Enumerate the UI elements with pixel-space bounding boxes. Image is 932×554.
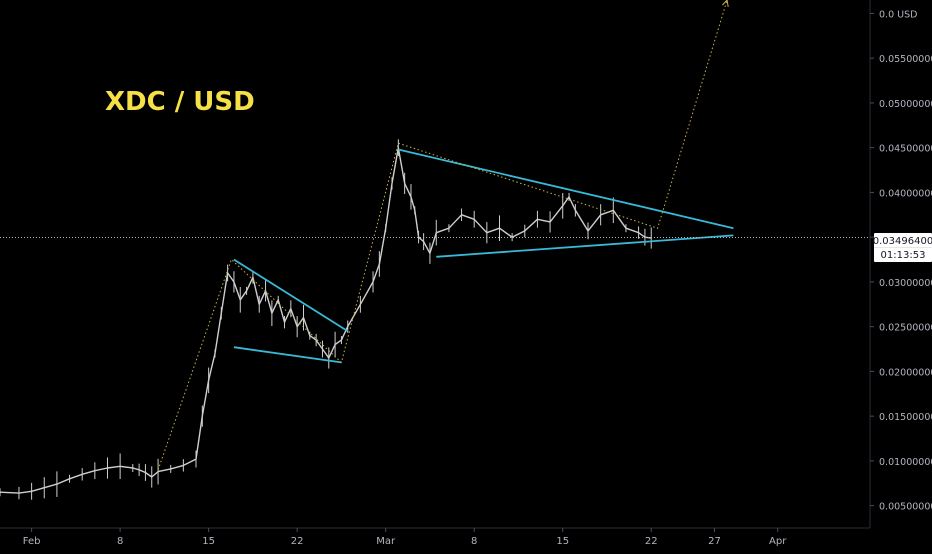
- y-tick-label-5: 0.03000000: [879, 278, 932, 289]
- y-tick-label-9: 0.05000000: [879, 99, 932, 110]
- x-tick-label-0: Feb: [23, 536, 41, 547]
- pattern-trendline-2[interactable]: [233, 346, 342, 364]
- x-tick-label-1: 8: [117, 536, 123, 547]
- time-axis[interactable]: Feb 8 15 22 Mar 8 15 22 27 Apr: [0, 527, 870, 547]
- y-tick-label-11: 0.0 USD: [879, 9, 917, 20]
- last-price-tag: 0.03496400 01:13:53: [873, 233, 932, 262]
- plot-area[interactable]: [0, 0, 734, 500]
- y-tick-label-1: 0.01000000: [879, 457, 932, 468]
- y-tick-label-10: 0.05500000: [879, 54, 932, 65]
- y-tick-label-8: 0.04500000: [879, 144, 932, 155]
- x-tick-label-8: 27: [708, 536, 721, 547]
- y-tick-label-2: 0.01500000: [879, 412, 932, 423]
- projection-arrowhead: [721, 0, 729, 7]
- y-tick-label-4: 0.02500000: [879, 323, 932, 334]
- x-tick-label-4: Mar: [376, 536, 396, 547]
- x-tick-label-7: 22: [645, 536, 658, 547]
- x-tick-label-5: 8: [471, 536, 477, 547]
- y-tick-label-3: 0.02000000: [879, 367, 932, 378]
- last-price-label: 0.03496400: [873, 236, 932, 247]
- price-series-line[interactable]: [0, 146, 652, 494]
- pattern-trendline-4[interactable]: [436, 234, 734, 258]
- x-tick-label-9: Apr: [769, 536, 787, 547]
- countdown-label: 01:13:53: [881, 250, 926, 261]
- y-tick-label-0: 0.00500000: [879, 502, 932, 513]
- x-tick-label-2: 15: [202, 536, 215, 547]
- pattern-trendline-1[interactable]: [233, 258, 349, 332]
- projection-path-line[interactable]: [157, 0, 728, 470]
- chart-title: XDC / USD: [105, 87, 255, 117]
- x-tick-label-3: 22: [291, 536, 304, 547]
- pattern-trendline-3[interactable]: [398, 148, 734, 230]
- x-tick-label-6: 15: [556, 536, 569, 547]
- y-tick-label-7: 0.04000000: [879, 188, 932, 199]
